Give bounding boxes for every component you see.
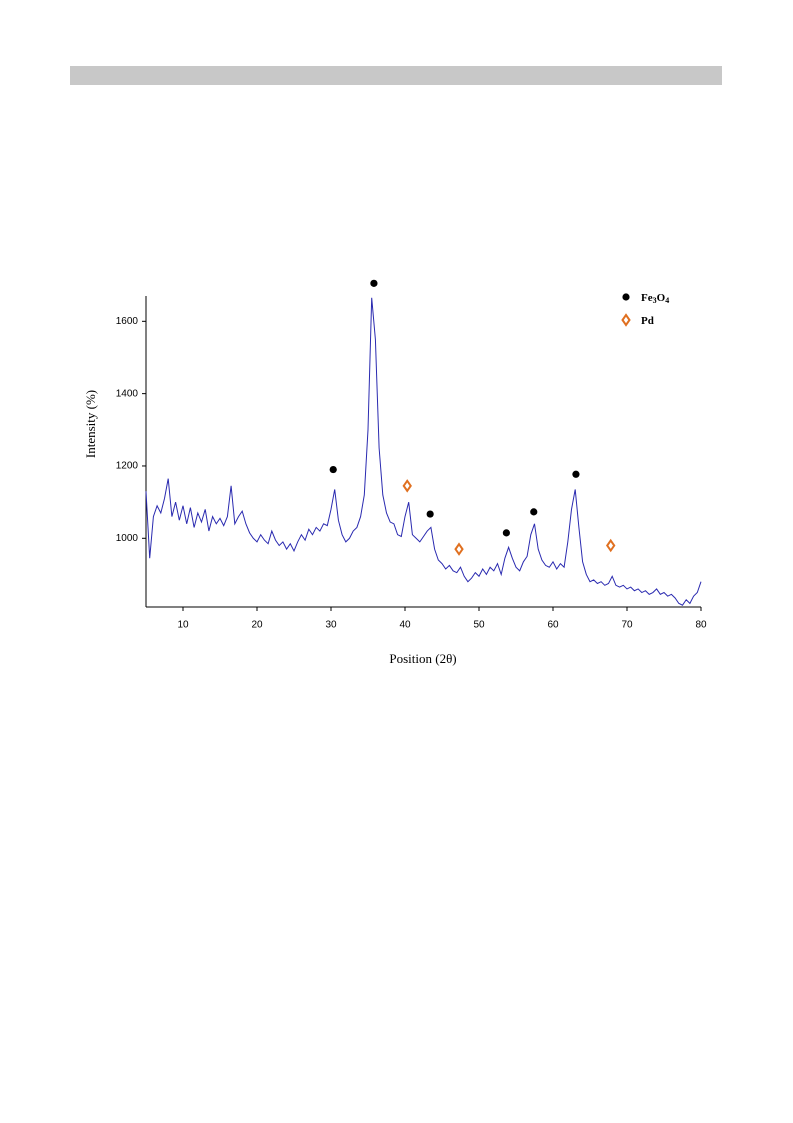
marker-circle xyxy=(502,529,510,537)
legend-marker xyxy=(622,293,630,301)
x-tick-label: 50 xyxy=(473,620,485,631)
marker-circle xyxy=(572,470,580,478)
y-tick-label: 1400 xyxy=(116,388,139,399)
marker-circle xyxy=(530,508,538,516)
x-tick-label: 10 xyxy=(177,620,189,631)
y-tick-label: 1000 xyxy=(116,533,139,544)
legend-marker xyxy=(621,313,631,327)
marker-diamond xyxy=(605,538,616,553)
x-tick-label: 20 xyxy=(251,620,263,631)
y-tick-label: 1200 xyxy=(116,461,139,472)
x-tick-label: 70 xyxy=(621,620,633,631)
marker-circle xyxy=(370,279,378,287)
legend-label: Pd xyxy=(641,315,654,327)
marker-diamond xyxy=(402,479,412,493)
marker-circle xyxy=(329,465,337,474)
y-axis-label: Intensity (%) xyxy=(83,390,98,458)
legend-label: Fe3O4 xyxy=(641,292,669,305)
marker-diamond xyxy=(454,542,464,556)
x-tick-label: 30 xyxy=(325,620,337,631)
x-axis-label: Position (2θ) xyxy=(389,651,456,666)
x-tick-label: 40 xyxy=(399,620,411,631)
x-tick-label: 60 xyxy=(547,620,559,631)
y-tick-label: 1600 xyxy=(116,316,139,327)
header-bar xyxy=(70,66,722,85)
x-tick-label: 80 xyxy=(695,620,707,631)
data-line xyxy=(145,297,702,606)
marker-circle xyxy=(426,510,434,518)
